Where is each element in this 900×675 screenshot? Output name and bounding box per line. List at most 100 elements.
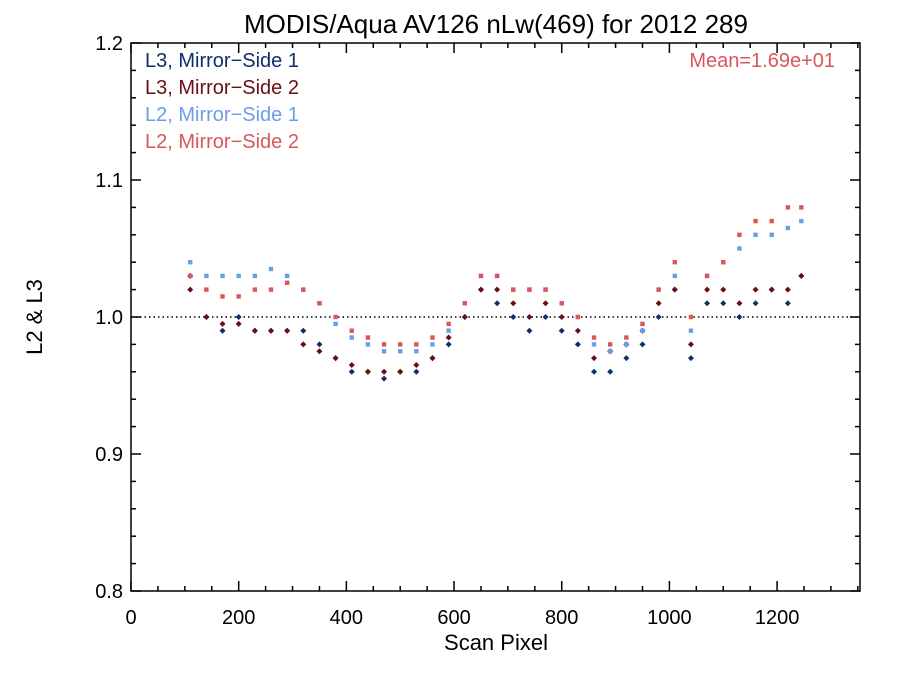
data-point [640,328,645,333]
data-point [219,320,226,327]
data-point [688,328,694,333]
data-point [187,286,194,293]
mean-annotation: Mean=1.69e+01 [689,50,835,72]
data-point [364,368,371,375]
y-tick-label: 1.1 [95,170,123,192]
data-point [236,294,241,299]
data-point [477,286,484,293]
data-point [672,273,677,279]
x-tick-label: 400 [330,607,363,629]
data-point [188,273,193,279]
data-point [511,287,516,292]
x-tick-label: 1000 [647,607,692,629]
data-point [510,314,517,320]
data-point [268,287,274,292]
data-point [784,286,791,293]
data-point [753,218,758,224]
data-point [687,341,694,348]
data-point [414,342,419,347]
data-point [785,205,791,210]
data-point [623,355,630,362]
data-point [398,342,403,347]
y-tick-label: 1.2 [95,33,123,55]
data-point [317,301,322,306]
data-point [798,272,805,279]
data-point [235,320,242,327]
data-point [591,355,598,362]
data-point [736,314,743,320]
data-point [430,342,435,347]
data-point [333,314,338,320]
data-point [316,341,323,348]
data-point [235,314,242,320]
data-point [365,342,371,347]
data-point [494,273,500,279]
data-point [558,327,565,334]
data-point [446,321,451,327]
chart-title: MODIS/Aqua AV126 nLw(469) for 2012 289 [244,9,748,39]
data-point [768,286,775,293]
data-point [494,300,501,307]
x-tick-label: 0 [125,607,136,629]
data-point [461,314,468,320]
legend-entry-l2-ms2: L2, Mirror−Side 2 [145,131,299,153]
data-point [381,342,387,347]
x-tick-label: 800 [545,607,578,629]
y-tick-label: 0.8 [95,581,123,603]
data-point [252,287,258,292]
series-3 [188,205,804,347]
data-point [446,328,451,333]
data-point [204,273,209,279]
data-point [752,300,759,307]
data-point [462,301,468,306]
data-point [753,232,758,237]
data-point [655,314,662,320]
legend-entry-l2-ms1: L2, Mirror−Side 1 [145,104,299,126]
tick-labels: 0 200 400 600 800 1000 1200 0.8 0.9 1.0 1.1 1.2 [95,33,799,629]
data-point [332,355,339,362]
data-point [737,232,742,237]
data-point [639,341,646,348]
data-point [574,341,581,348]
series-1 [187,272,805,375]
data-point [349,335,354,340]
data-point [413,361,420,368]
data-point [284,280,290,285]
data-point [672,260,677,265]
data-point [688,314,694,320]
data-point [301,287,306,292]
data-point [252,273,258,279]
data-point [445,341,452,348]
data-point [574,327,581,334]
data-point [284,273,290,279]
data-point [559,301,564,306]
x-tick-label: 200 [222,607,255,629]
data-point [429,355,436,362]
data-points [187,205,805,382]
data-point [769,218,774,224]
data-point [445,334,452,341]
data-point [784,300,791,307]
series-2 [188,218,804,354]
data-point [624,342,629,347]
data-point [720,300,727,307]
data-point [769,232,774,237]
data-point [607,349,613,354]
data-point [219,327,226,334]
data-point [624,335,629,340]
data-point [720,286,727,293]
legend-entry-l3-ms1: L3, Mirror−Side 1 [145,50,299,72]
data-point [591,335,597,340]
data-point [737,246,742,251]
data-point [349,328,354,333]
data-point [591,342,597,347]
data-point [236,273,241,279]
data-point [736,300,743,307]
data-point [267,327,274,334]
data-point [799,218,804,224]
data-point [526,327,533,334]
y-tick-label: 1.0 [95,307,123,329]
data-point [721,260,726,265]
data-point [671,286,678,293]
data-point [316,348,323,355]
